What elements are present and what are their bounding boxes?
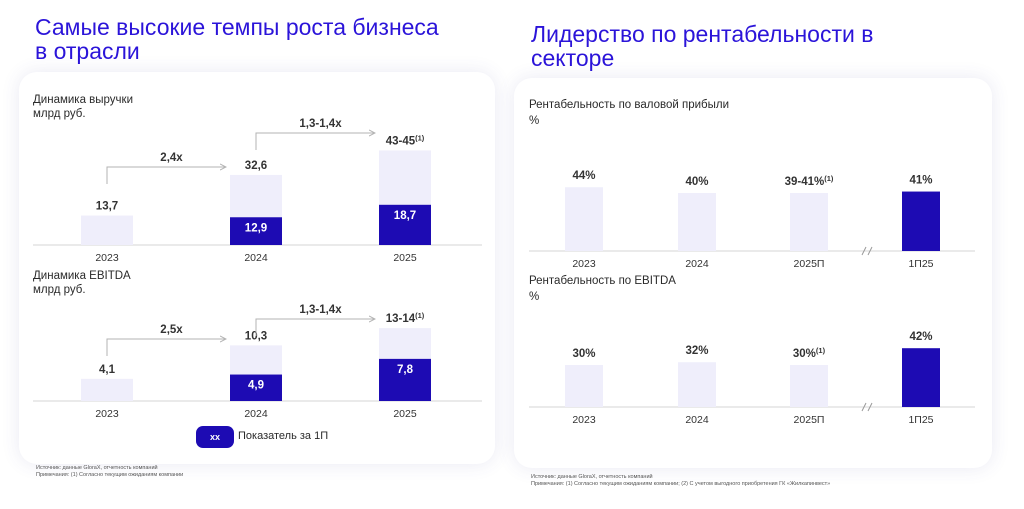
revenue-growth-label-0: 2,4x	[160, 152, 183, 164]
ebitda-growth-label-1: 1,3-1,4x	[299, 304, 342, 316]
gross-margin-label-2025П-footnote: (1)	[824, 174, 834, 183]
left-title-line2: в отрасли	[35, 38, 140, 64]
left-title: Самые высокие темпы роста бизнеса в отра…	[35, 15, 439, 63]
gross-margin-bar-2023	[565, 187, 603, 251]
revenue-label-total-2025: 43-45(1)	[386, 133, 425, 147]
revenue-label-1h-2024: 12,9	[245, 222, 267, 234]
ebitda-margin-label-2025П: 30%(1)	[793, 346, 826, 360]
revenue-xtick-2023: 2023	[95, 252, 119, 264]
ebitda-chart-unit: млрд руб.	[33, 284, 86, 296]
gross-margin-xtick-2024: 2024	[685, 258, 709, 270]
gross-margin-label-1П25: 41%	[909, 175, 932, 187]
revenue-xtick-2025: 2025	[393, 252, 417, 264]
revenue-growth-label-1: 1,3-1,4x	[299, 118, 342, 130]
legend-badge: xx	[196, 426, 234, 448]
ebitda-growth-arrow-1	[255, 319, 375, 336]
ebitda-bar-1h-2024	[230, 374, 282, 401]
revenue-label-total-2025-footnote: (1)	[415, 133, 425, 142]
gross-margin-axis-break	[861, 246, 873, 256]
ebitda-xtick-2023: 2023	[95, 408, 119, 420]
gross-margin-xtick-2023: 2023	[572, 258, 596, 270]
ebitda-growth-arrow-0	[106, 339, 226, 356]
gross-margin-label-2025П: 39-41%(1)	[785, 174, 834, 188]
ebitda-margin-unit: %	[529, 291, 540, 303]
right-title: Лидерство по рентабельности в секторе	[531, 22, 873, 70]
gross-margin-bar-1П25	[902, 191, 940, 251]
left-notes: Примечания: (1) Согласно текущим ожидани…	[36, 472, 184, 478]
ebitda-xtick-2024: 2024	[244, 408, 268, 420]
right-source: Источник: данные GloraX, отчетность комп…	[531, 474, 653, 480]
ebitda-label-1h-2024: 4,9	[248, 380, 264, 392]
ebitda-growth-label-0: 2,5x	[160, 324, 183, 336]
ebitda-margin-bar-2024	[678, 362, 716, 407]
right-title-line1: Лидерство по рентабельности в	[531, 21, 874, 47]
revenue-xtick-2024: 2024	[244, 252, 268, 264]
revenue-chart-unit: млрд руб.	[33, 108, 86, 120]
revenue-label-total-2024: 32,6	[245, 160, 267, 172]
left-title-line1: Самые высокие темпы роста бизнеса	[35, 14, 439, 40]
ebitda-margin-bar-1П25	[902, 348, 940, 407]
ebitda-label-total-2023: 4,1	[99, 364, 116, 376]
ebitda-bar-total-2023	[81, 378, 133, 401]
revenue-bar-1h-2025	[379, 204, 431, 245]
revenue-chart-title: Динамика выручки	[33, 94, 134, 106]
ebitda-label-total-2025: 13-14(1)	[386, 311, 425, 325]
right-title-line2: секторе	[531, 45, 615, 71]
ebitda-margin-bar-2023	[565, 365, 603, 407]
ebitda-margin-label-2023: 30%	[572, 348, 595, 360]
gross-margin-bar-2024	[678, 193, 716, 251]
ebitda-label-total-2024: 10,3	[245, 330, 267, 342]
gross-margin-label-2024: 40%	[685, 176, 708, 188]
ebitda-margin-label-2025П-footnote: (1)	[816, 346, 826, 355]
gross-margin-label-2023: 44%	[572, 170, 595, 182]
ebitda-margin-xtick-2024: 2024	[685, 414, 709, 426]
ebitda-margin-xtick-2023: 2023	[572, 414, 596, 426]
revenue-bar-1h-2024	[230, 217, 282, 245]
ebitda-margin-label-1П25: 42%	[909, 331, 932, 343]
revenue-label-1h-2025: 18,7	[394, 210, 416, 222]
ebitda-margin-xtick-1П25: 1П25	[908, 414, 933, 426]
ebitda-label-total-2025-footnote: (1)	[415, 311, 425, 320]
gross-margin-unit: %	[529, 115, 540, 127]
ebitda-margin-title: Рентабельность по EBITDA	[529, 275, 676, 287]
gross-margin-bar-2025П	[790, 193, 828, 251]
left-source: Источник: данные GloraX, отчетность комп…	[36, 465, 158, 471]
revenue-bar-total-2023	[81, 215, 133, 245]
ebitda-chart-title: Динамика EBITDA	[33, 270, 131, 282]
right-notes: Примечания: (1) Согласно текущим ожидани…	[531, 481, 831, 487]
ebitda-margin-label-2024: 32%	[685, 345, 708, 357]
ebitda-margin-xtick-2025П: 2025П	[794, 414, 825, 426]
revenue-growth-arrow-1	[255, 133, 375, 150]
ebitda-margin-bar-2025П	[790, 365, 828, 407]
ebitda-xtick-2025: 2025	[393, 408, 417, 420]
revenue-label-total-2023: 13,7	[96, 201, 118, 213]
ebitda-label-1h-2025: 7,8	[397, 364, 414, 376]
gross-margin-xtick-1П25: 1П25	[908, 258, 933, 270]
legend-text: Показатель за 1П	[238, 430, 329, 442]
gross-margin-xtick-2025П: 2025П	[794, 258, 825, 270]
ebitda-bar-1h-2025	[379, 358, 431, 401]
revenue-growth-arrow-0	[106, 167, 226, 184]
gross-margin-title: Рентабельность по валовой прибыли	[529, 99, 730, 111]
ebitda-margin-axis-break	[861, 402, 873, 412]
